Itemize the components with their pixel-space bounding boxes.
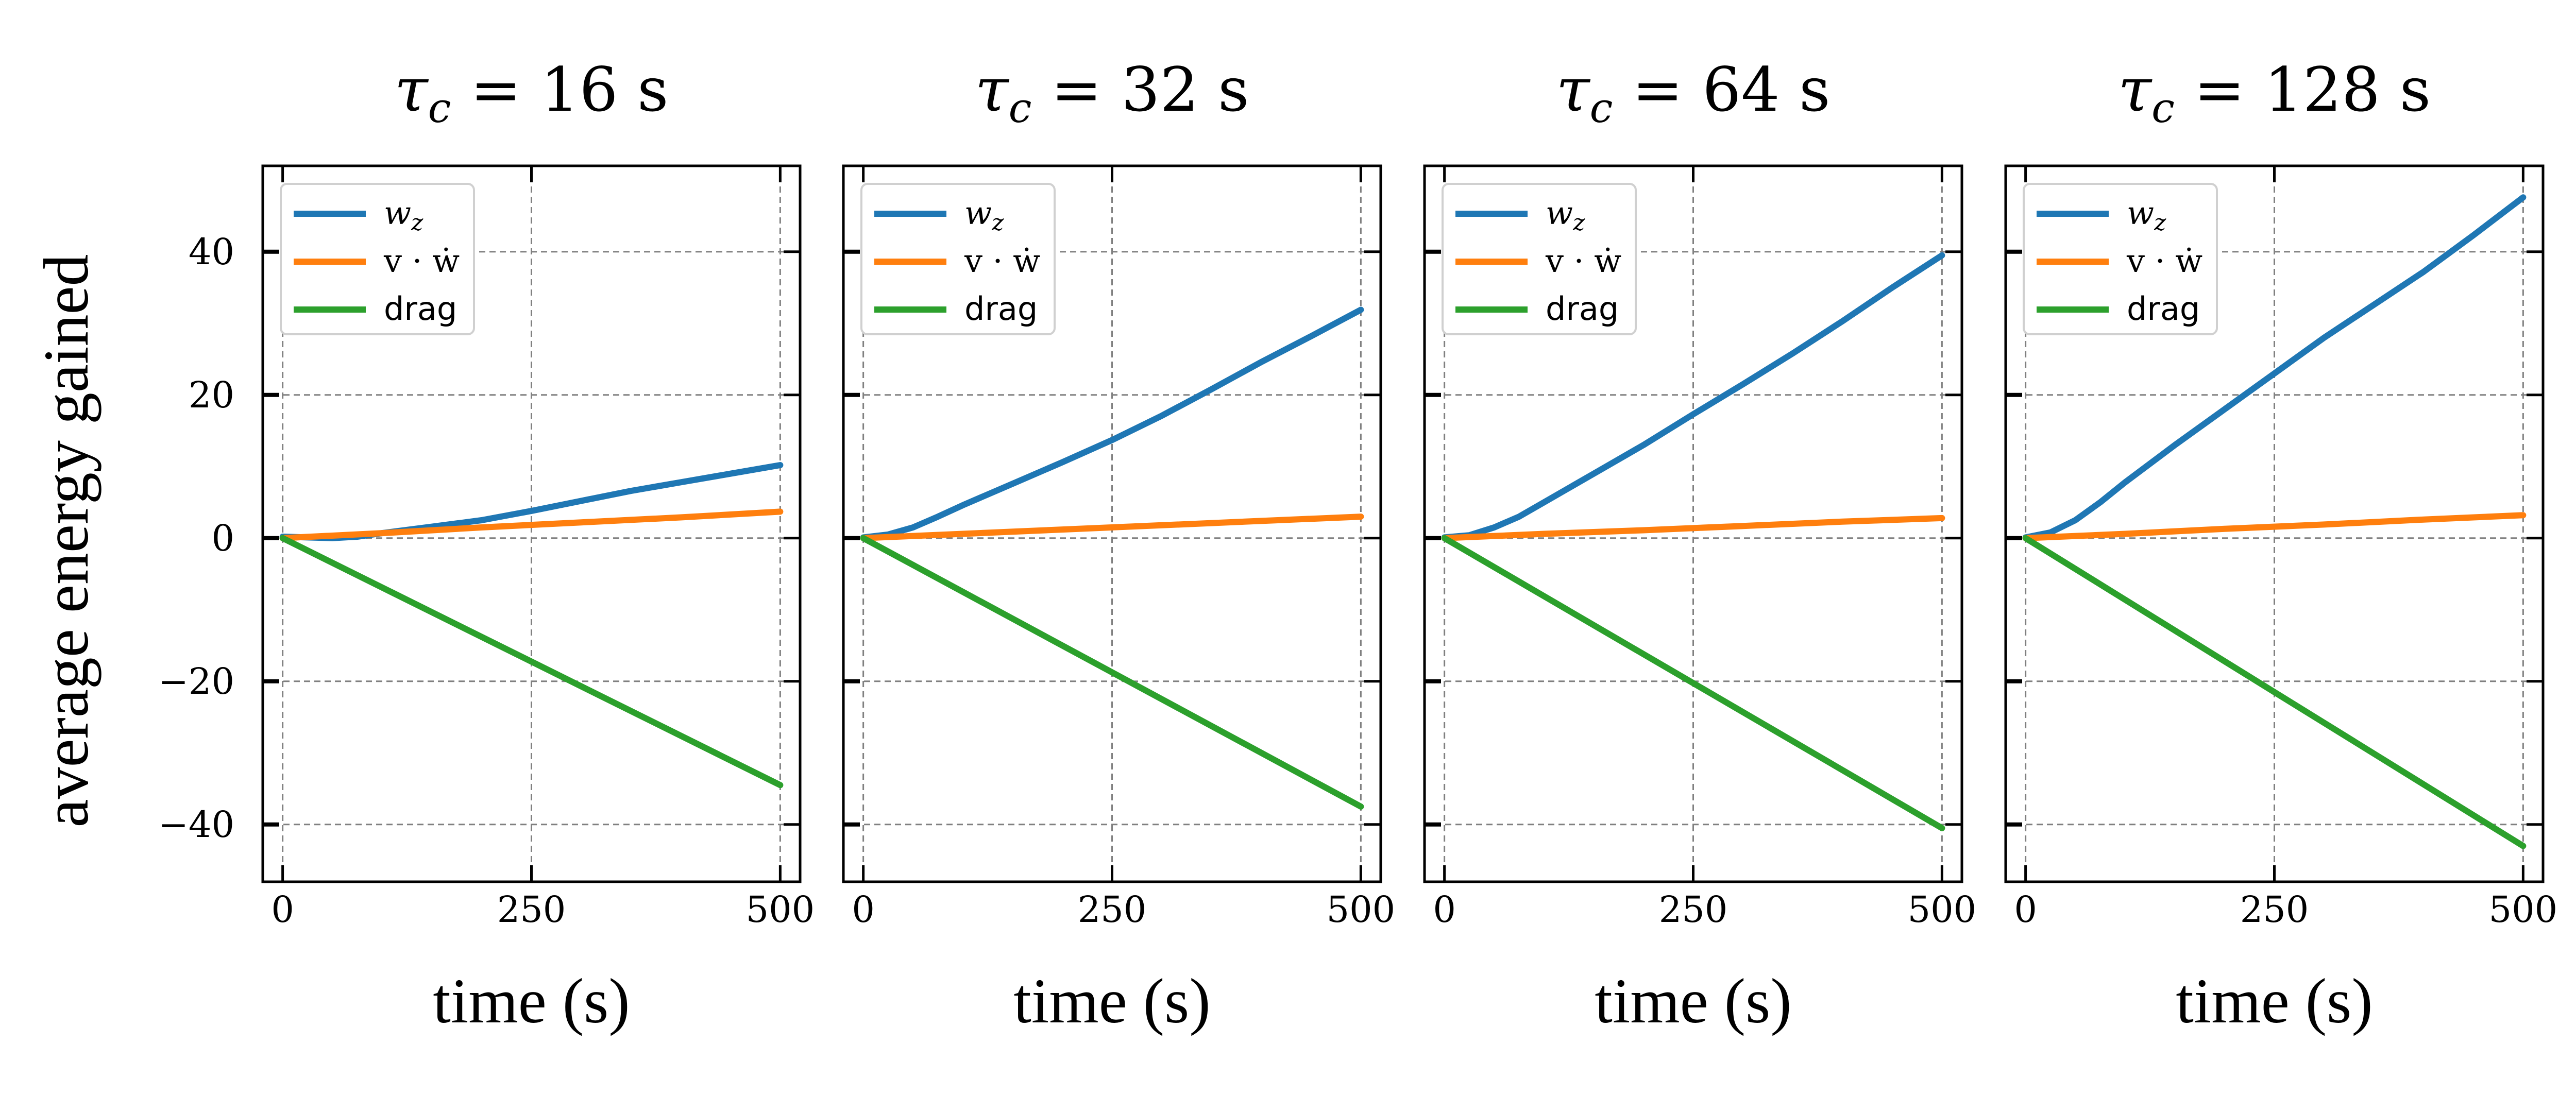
x-tick-label: 250: [1078, 888, 1147, 931]
x-tick-label: 0: [2014, 888, 2037, 931]
legend-label-wz: wz: [1546, 194, 1585, 236]
title-tau: τ: [1556, 54, 1590, 125]
title-rest: = 32 s: [1031, 54, 1249, 125]
title-tau: τ: [394, 54, 429, 125]
panel-3: 0 250 500 τc = 64 s time (s) wz v · ẇ drag: [1423, 54, 1977, 1036]
panel-title: τc = 32 s: [975, 54, 1249, 132]
y-axis-label: average energy gained: [31, 254, 101, 827]
legend-label: drag: [1546, 290, 1619, 328]
y-tick-label: −40: [158, 803, 234, 846]
x-tick-label: 250: [1659, 888, 1728, 931]
plot-frame: [2004, 164, 2545, 883]
x-tick-label: 500: [1327, 888, 1396, 931]
panel-4: 0 250 500 τc = 128 s time (s) wz v · ẇ drag: [2004, 54, 2558, 1036]
plot-frame: [1423, 164, 1963, 883]
title-subscript: c: [428, 84, 451, 132]
panel-title: τc = 16 s: [394, 54, 668, 132]
series-line-wz: [860, 306, 1364, 541]
x-axis-label: time (s): [1595, 966, 1791, 1036]
x-tick-label: 0: [271, 888, 294, 931]
panel-2: 0 250 500 τc = 32 s time (s) wz v · ẇ drag: [842, 54, 1396, 1036]
legend-label-wz: wz: [2127, 194, 2166, 236]
legend-box: [280, 183, 475, 335]
legend-w: w: [1546, 194, 1573, 232]
legend-w: w: [964, 194, 992, 232]
title-rest: = 128 s: [2175, 54, 2431, 125]
legend-w: w: [384, 194, 411, 232]
panel-1: 0 250 500 −40 −20 0 20 40 τc = 16 s time (s) wz v ·…: [158, 54, 815, 1036]
title-subscript: c: [2151, 84, 2175, 132]
series-line-drag: [279, 535, 784, 789]
legend-label: drag: [964, 290, 1038, 328]
legend-z: z: [2154, 210, 2166, 236]
series-line-v-dot-wdot: [860, 514, 1364, 541]
legend-label: v · ẇ: [2126, 242, 2202, 280]
y-tick-label: −20: [158, 660, 234, 703]
x-tick-label: 500: [2489, 888, 2558, 931]
legend-label: v · ẇ: [1545, 242, 1621, 280]
legend-w: w: [2127, 194, 2154, 232]
plot-frame: [842, 164, 1382, 883]
series-line-v-dot-wdot: [2022, 512, 2527, 541]
plot-frame: [261, 164, 802, 883]
legend-label-wz: wz: [964, 194, 1004, 236]
x-tick-label: 250: [497, 888, 566, 931]
title-rest: = 64 s: [1613, 54, 1830, 125]
title-subscript: c: [1590, 84, 1613, 132]
legend-z: z: [411, 210, 423, 236]
legend-box: [1442, 183, 1637, 335]
y-tick-label: 40: [189, 231, 234, 273]
panel-title: τc = 64 s: [1556, 54, 1830, 132]
legend-box: [860, 183, 1056, 335]
series-line-drag: [1441, 535, 1945, 831]
x-axis-label: time (s): [1013, 966, 1210, 1036]
x-tick-label: 250: [2240, 888, 2309, 931]
legend-box: [2023, 183, 2218, 335]
title-tau: τ: [975, 54, 1009, 125]
legend-z: z: [1572, 210, 1585, 236]
legend-label: drag: [384, 290, 457, 328]
y-tick-label: 0: [211, 517, 234, 559]
series-line-wz: [2022, 194, 2527, 541]
x-tick-label: 0: [1433, 888, 1456, 931]
legend-label: v · ẇ: [964, 242, 1040, 280]
panel-title: τc = 128 s: [2118, 54, 2431, 132]
x-tick-label: 500: [746, 888, 815, 931]
series-line-v-dot-wdot: [1441, 515, 1945, 541]
title-rest: = 16 s: [451, 54, 668, 125]
x-tick-label: 500: [1908, 888, 1977, 931]
title-tau: τ: [2118, 54, 2153, 125]
x-axis-label: time (s): [2176, 966, 2372, 1036]
legend-label: v · ẇ: [383, 242, 460, 280]
x-tick-label: 0: [852, 888, 875, 931]
y-tick-label: 20: [189, 374, 234, 416]
series-line-drag: [2022, 535, 2527, 849]
title-subscript: c: [1009, 84, 1032, 132]
x-axis-label: time (s): [433, 966, 630, 1036]
legend-label-wz: wz: [384, 194, 423, 236]
legend-z: z: [991, 210, 1004, 236]
series-line-drag: [860, 535, 1364, 810]
series-line-wz: [1441, 252, 1945, 541]
series-line-v-dot-wdot: [279, 508, 784, 541]
legend-label: drag: [2127, 290, 2200, 328]
